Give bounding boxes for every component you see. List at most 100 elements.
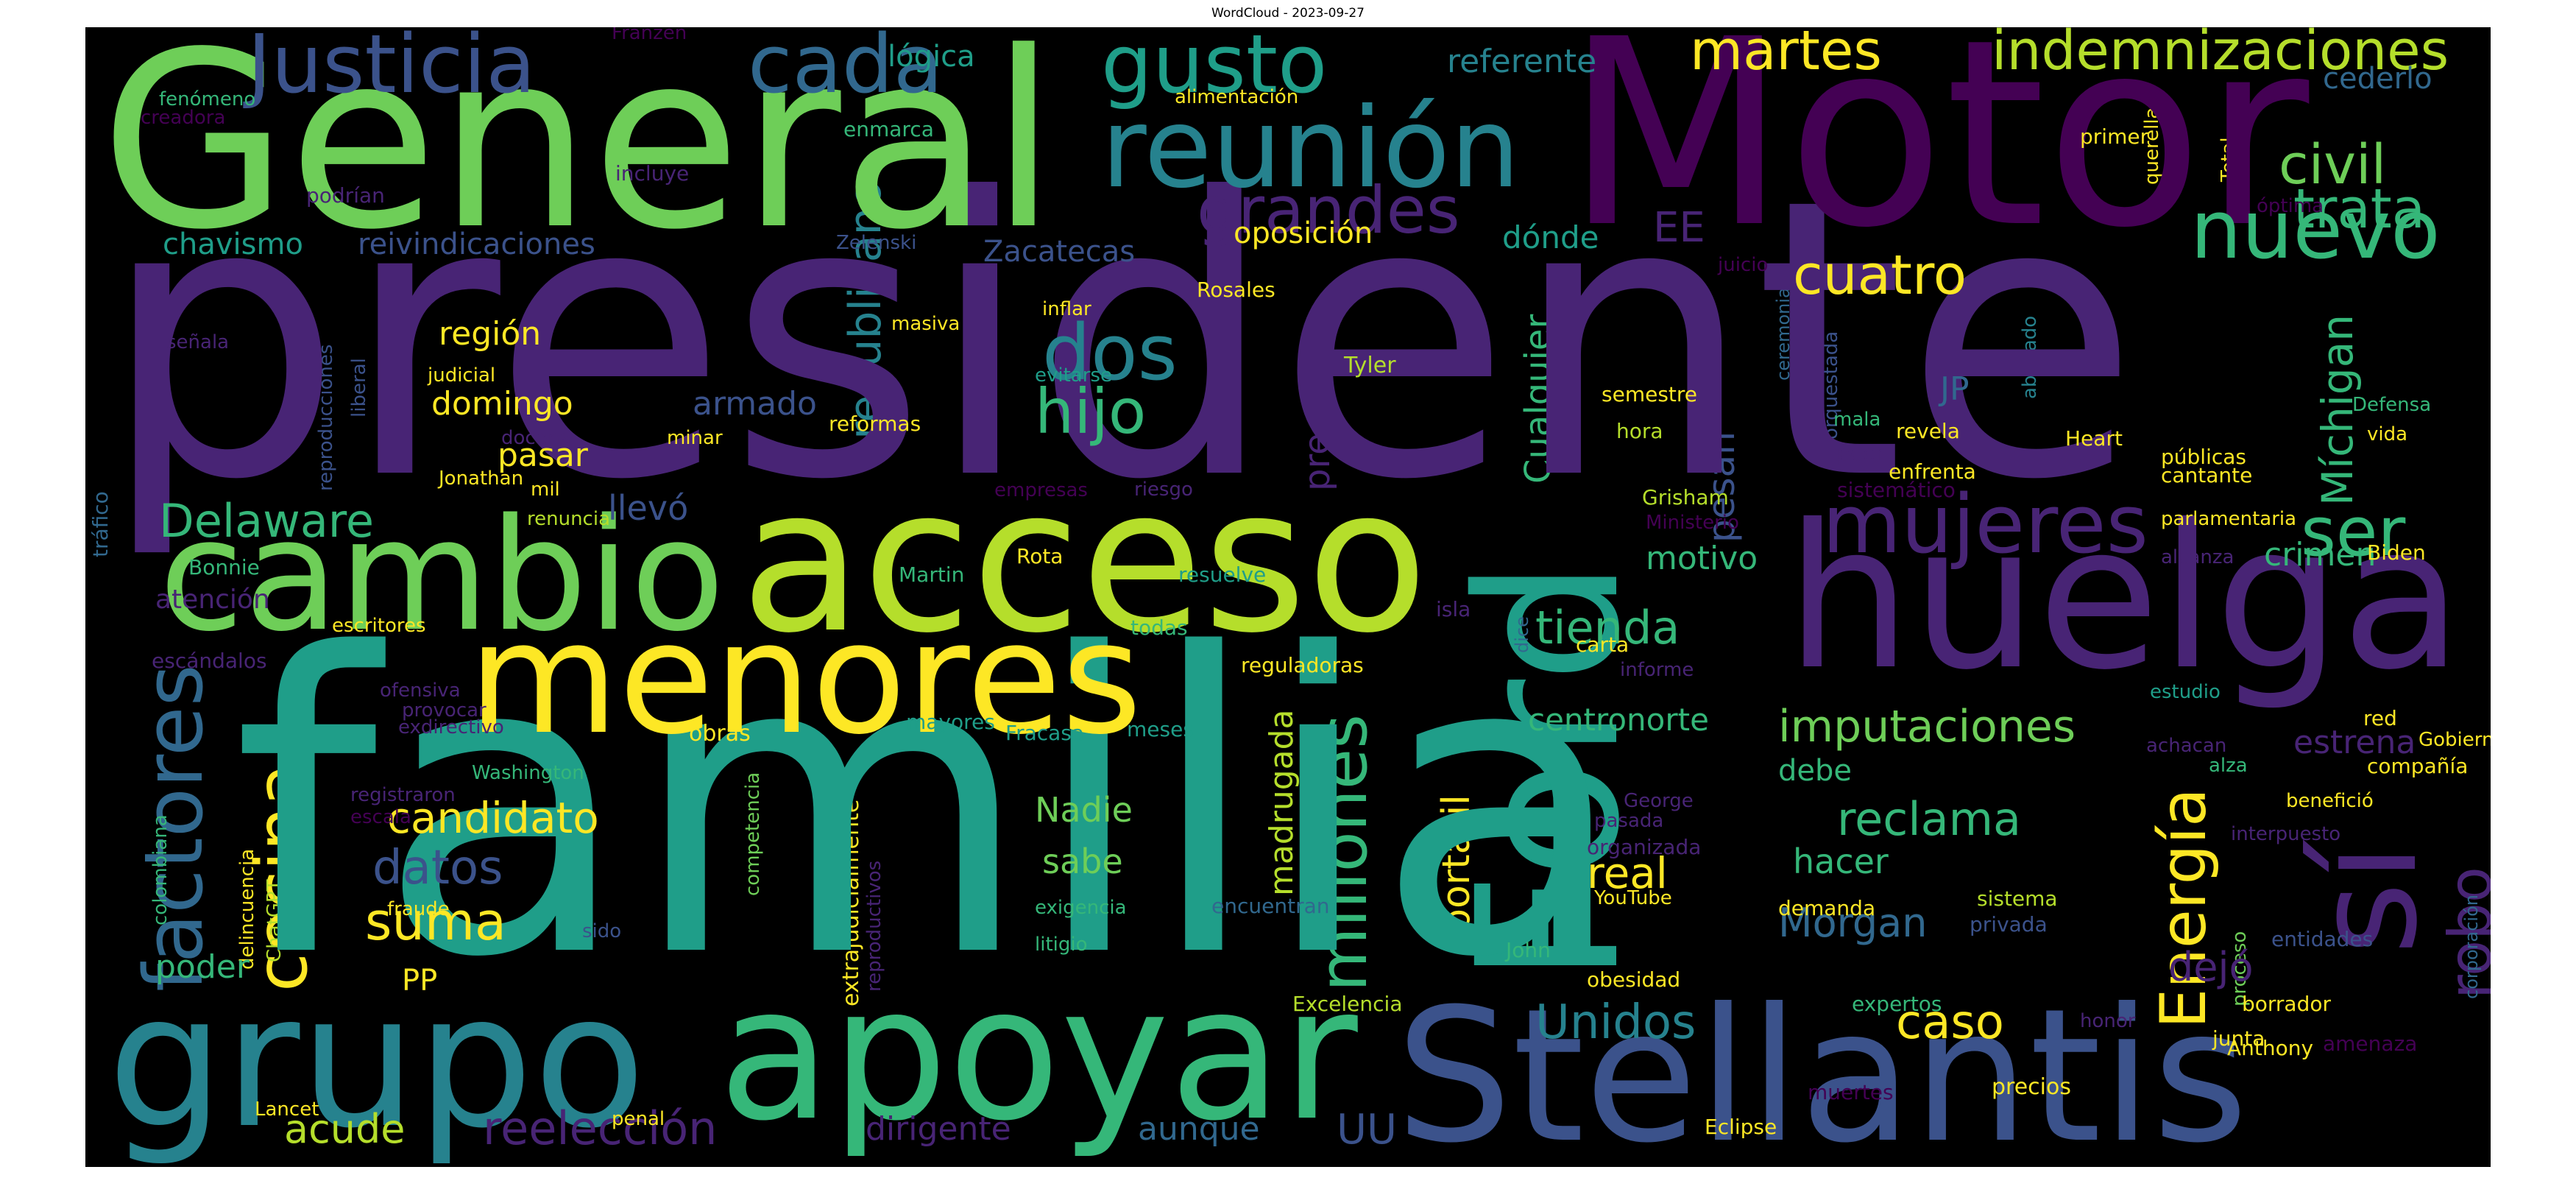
word: tienda: [1535, 601, 1680, 655]
word: riesgo: [1134, 479, 1193, 501]
word: suma: [365, 892, 506, 952]
word: fraude: [387, 898, 450, 920]
word: región: [439, 315, 542, 353]
word: amenaza: [2323, 1031, 2418, 1056]
word: borrador: [2242, 992, 2332, 1016]
word: civil: [2279, 133, 2387, 197]
word: candidato: [387, 793, 599, 843]
word: sistemático: [1837, 478, 1956, 502]
word: atención: [155, 585, 270, 615]
word: ceremonia: [1773, 287, 1794, 381]
word: Motor: [1565, 27, 2310, 284]
word: Biden: [2367, 540, 2426, 565]
word: reelección: [483, 1101, 718, 1155]
word: Gobierno: [2418, 729, 2491, 751]
word: podrían: [306, 183, 385, 208]
word: reproducciones: [315, 345, 337, 491]
word: entidades: [2271, 927, 2374, 951]
word: expertos: [1852, 992, 1942, 1016]
word: factores: [127, 664, 221, 992]
word: George: [1624, 790, 1694, 812]
word: delincuencia: [236, 849, 258, 970]
word: registraron: [350, 784, 456, 806]
word: cocina: [241, 763, 323, 992]
word: Nadie: [1035, 790, 1133, 830]
word: alimentación: [1175, 86, 1299, 108]
word: poder: [155, 948, 250, 986]
word: gusto: [1101, 27, 1328, 111]
word: martes: [1690, 27, 1882, 82]
word: robo: [2436, 867, 2491, 999]
word: exigencia: [1035, 897, 1127, 919]
word: indemnizaciones: [1992, 27, 2449, 82]
word: Jonathan: [439, 468, 524, 490]
word: meses: [1127, 717, 1194, 741]
word: reunión: [1101, 85, 1521, 213]
word: Grisham: [1642, 485, 1729, 509]
word: muertes: [1808, 1080, 1894, 1104]
word-cloud-panel: Ford sí factores cocina millones Energía…: [85, 27, 2491, 1167]
word: pasada: [1594, 810, 1664, 832]
word: reclama: [1837, 792, 2021, 846]
word: juicio: [1718, 254, 1769, 276]
word: vida: [2367, 423, 2408, 445]
word: huelga: [1786, 482, 2463, 713]
word: revela: [1896, 419, 1960, 443]
word: portátil: [1434, 794, 1479, 933]
word: reivindicaciones: [358, 228, 595, 261]
word: John: [1506, 938, 1551, 962]
word: red: [2363, 706, 2397, 730]
word: sí: [2285, 839, 2448, 955]
word: Rosales: [1197, 278, 1275, 302]
word: orquestada: [1820, 331, 1842, 440]
word: llevó: [608, 488, 689, 528]
word: alcanza: [2161, 546, 2234, 568]
word: mil: [531, 479, 560, 501]
word: junta: [2212, 1026, 2265, 1051]
word: Heart: [2065, 426, 2123, 451]
word: primer: [2080, 124, 2149, 149]
word: Tyler: [1344, 353, 1396, 378]
word: cantante: [2161, 463, 2253, 487]
word: PP: [402, 964, 438, 998]
word: públicas: [2161, 445, 2246, 469]
word: Martin: [899, 562, 965, 587]
word: Fracasa: [1005, 721, 1085, 745]
word: evitarse: [1035, 364, 1112, 387]
word: Justicia: [247, 27, 536, 111]
word: judicial: [428, 364, 496, 387]
word: dice: [1512, 616, 1532, 653]
word: UU: [1337, 1106, 1397, 1154]
word: carta: [1576, 632, 1630, 657]
word: escritores: [332, 615, 426, 637]
word: pasar: [498, 437, 588, 474]
word: cambio: [159, 485, 725, 666]
word: Ministerio: [1646, 512, 1739, 534]
word: alza: [2209, 755, 2248, 777]
word: masiva: [891, 313, 960, 335]
word: exdirectivo: [398, 716, 504, 738]
word: parlamentaria: [2161, 508, 2297, 530]
word: Cualquier: [1518, 314, 1559, 484]
word: obesidad: [1587, 967, 1681, 992]
word: Total: [2218, 137, 2240, 183]
word: precios: [1992, 1074, 2071, 1100]
word: hijo: [1035, 375, 1147, 448]
word: apoyar: [718, 947, 1358, 1161]
word: peor: [1837, 441, 1884, 465]
word: enfrenta: [1889, 459, 1976, 484]
word: señala: [166, 331, 230, 353]
word: Zelenski: [836, 232, 917, 254]
word: extrajudicialmente: [838, 800, 864, 1006]
word: colombiana: [149, 814, 171, 925]
word: YouTube: [1594, 887, 1672, 909]
word: enmarca: [843, 117, 934, 141]
word: creadora: [141, 107, 226, 129]
word: real: [1587, 848, 1668, 898]
word: achacan: [2146, 735, 2227, 757]
word: hacer: [1793, 842, 1889, 881]
word: organizada: [1587, 835, 1702, 859]
word: Bonnie: [188, 555, 260, 579]
word: debe: [1778, 754, 1852, 788]
word: madrugada: [1263, 709, 1301, 896]
